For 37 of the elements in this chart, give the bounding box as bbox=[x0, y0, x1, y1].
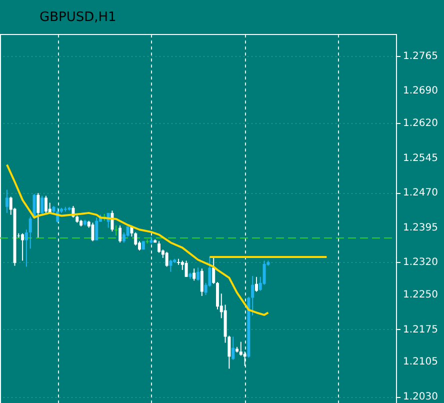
candlestick bbox=[254, 276, 258, 292]
y-tick-label: 1.2545 bbox=[403, 152, 438, 164]
candlestick bbox=[21, 232, 24, 262]
y-tick-label: 1.2690 bbox=[403, 86, 438, 97]
candlestick bbox=[200, 268, 204, 296]
y-tick-label: 1.2765 bbox=[403, 50, 438, 62]
y-tick-label: 1.2105 bbox=[403, 356, 438, 368]
candlestick bbox=[196, 267, 200, 282]
candlestick bbox=[165, 251, 168, 268]
y-tick-label: 1.2395 bbox=[403, 222, 438, 234]
candlestick bbox=[169, 259, 172, 272]
candlestick bbox=[40, 195, 44, 214]
candlestick bbox=[5, 189, 8, 214]
candlestick bbox=[216, 282, 219, 310]
candlestick bbox=[118, 224, 122, 244]
candlestick bbox=[36, 192, 40, 238]
y-tick-label: 1.2250 bbox=[403, 290, 438, 301]
y-tick-label: 1.2620 bbox=[403, 118, 438, 130]
candlestick bbox=[95, 217, 98, 241]
y-tick-label: 1.2470 bbox=[403, 188, 438, 199]
candlestick bbox=[192, 268, 196, 282]
candlestick bbox=[184, 260, 188, 278]
y-tick-label: 1.2320 bbox=[403, 257, 438, 268]
line-series bbox=[6, 164, 270, 316]
candlestick bbox=[251, 275, 254, 316]
candlestick bbox=[24, 229, 28, 268]
candlestick bbox=[134, 232, 138, 246]
candlestick bbox=[114, 224, 118, 236]
y-tick-label: 1.2030 bbox=[403, 392, 438, 403]
candlestick bbox=[158, 240, 161, 254]
chart-title: GBPUSD,H1 bbox=[40, 10, 116, 25]
candlestick bbox=[212, 256, 216, 284]
candlestick bbox=[239, 341, 242, 356]
candlestick bbox=[232, 336, 235, 360]
candlestick bbox=[44, 195, 48, 214]
candlestick bbox=[91, 222, 94, 242]
y-tick-label: 1.2175 bbox=[403, 324, 438, 336]
